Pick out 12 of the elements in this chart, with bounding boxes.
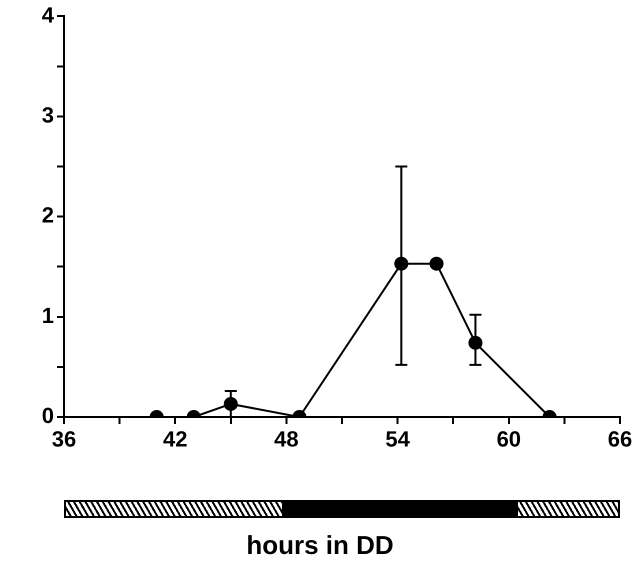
x-tick-label: 48: [274, 426, 299, 452]
y-tick-label: 3: [42, 102, 54, 128]
y-tick-label: 1: [42, 302, 54, 328]
x-tick-label: 36: [52, 426, 76, 452]
y-tick-label: 0: [42, 403, 54, 428]
x-axis-title: hours in DD: [245, 530, 395, 561]
x-tick-label: 66: [608, 426, 632, 452]
x-tick-label: 60: [496, 426, 522, 452]
x-tick-label: 42: [162, 426, 188, 452]
x-tick-label: 54: [385, 426, 411, 452]
y-tick-label: 4: [42, 2, 55, 28]
y-tick-label: 2: [42, 202, 54, 228]
